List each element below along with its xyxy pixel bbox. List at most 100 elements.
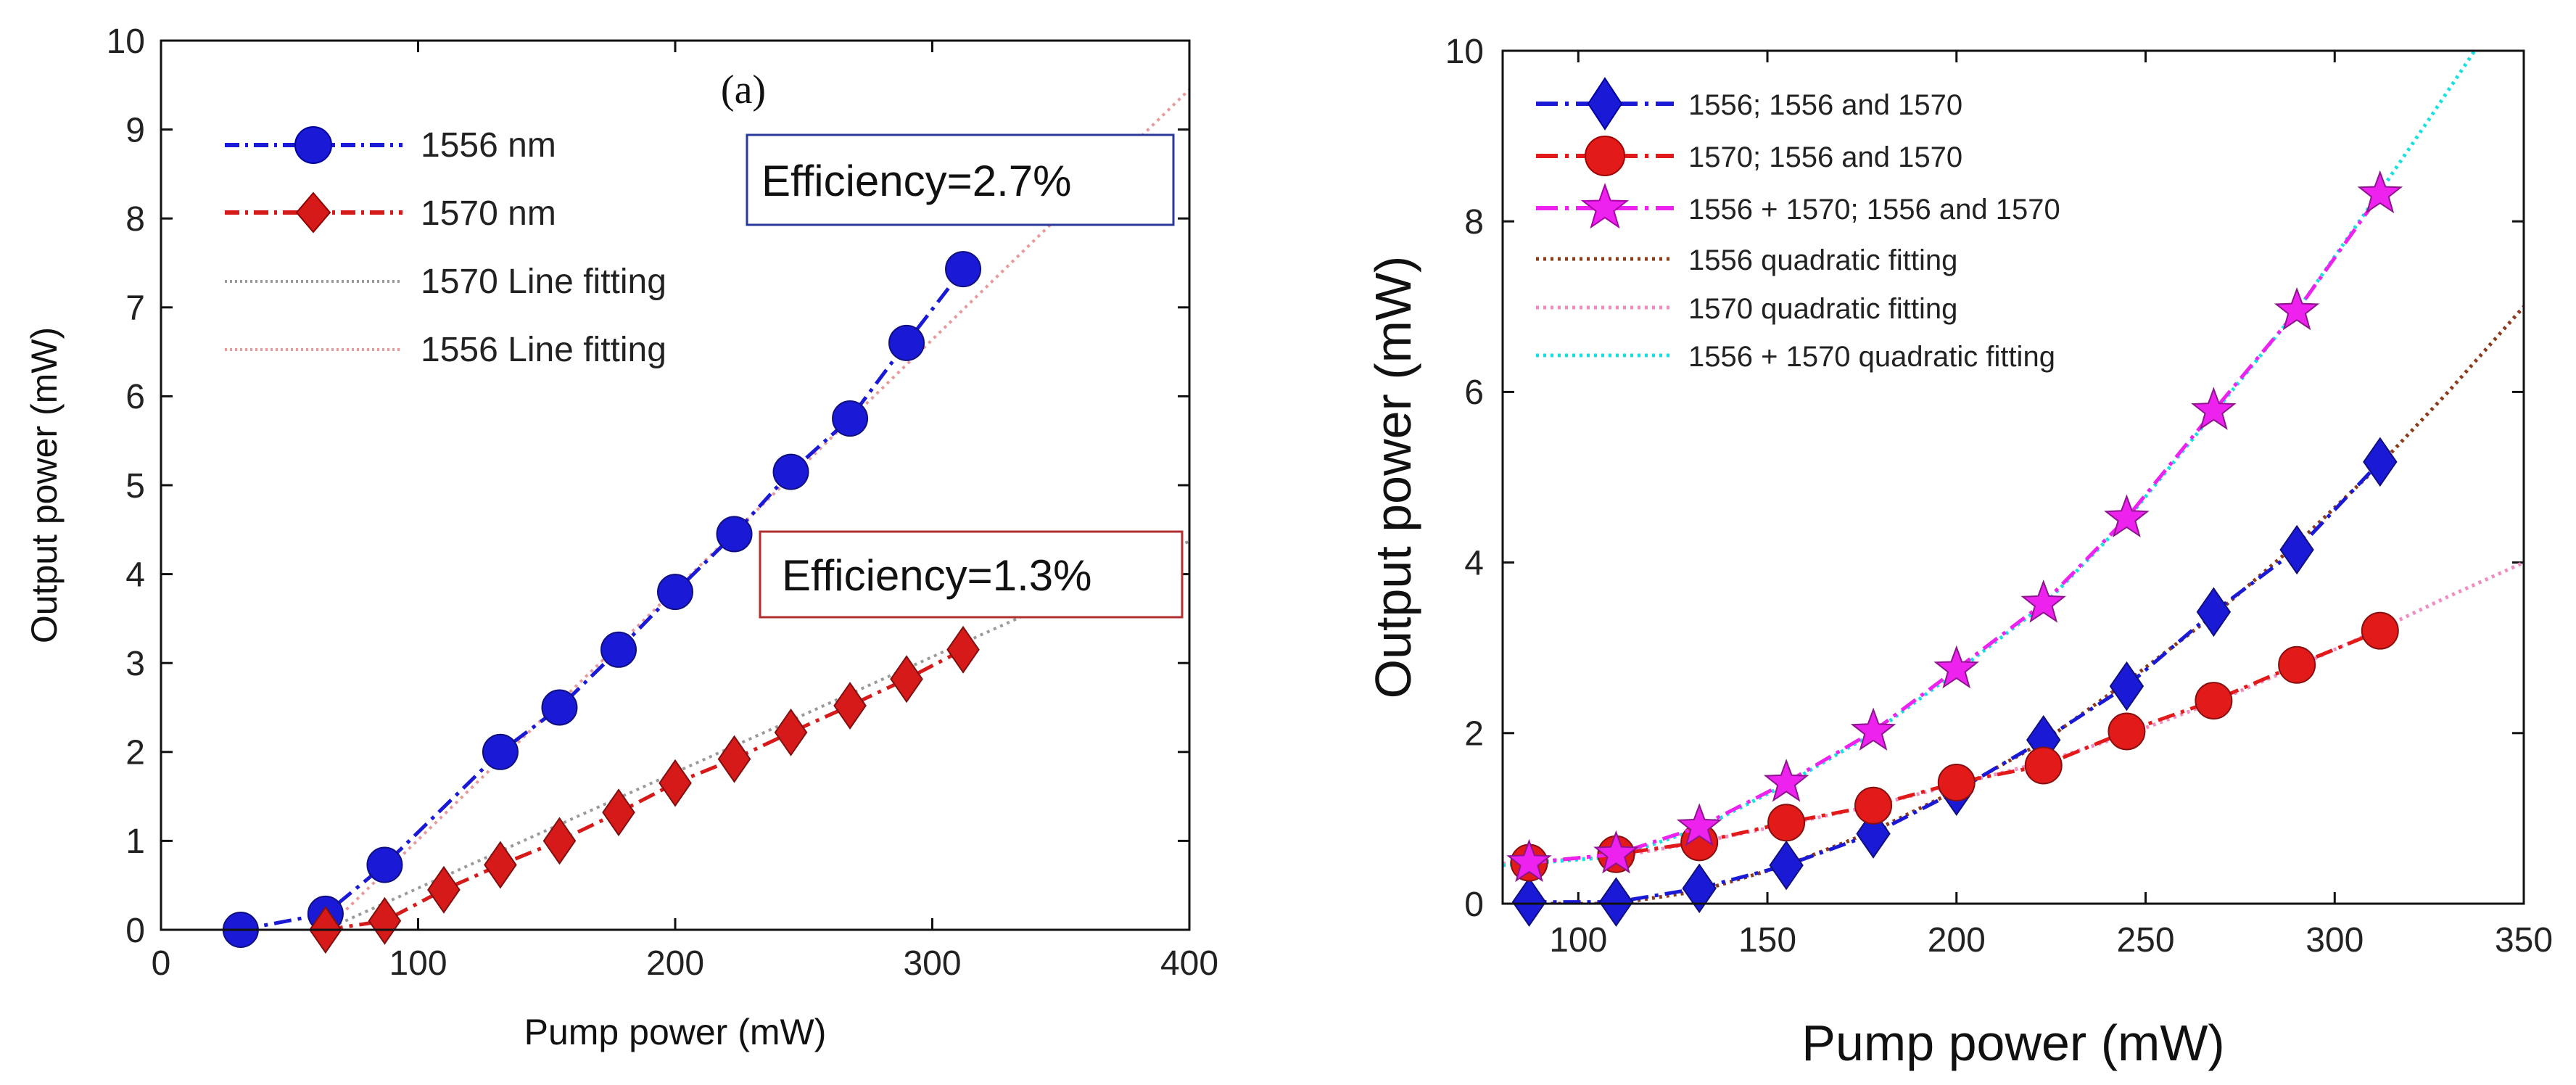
right-chart: 100 150 200 250 300 350 0 2 4 6 8 10 1556; 1556 and… [1365, 33, 2553, 1071]
data-point-1570-nm [946, 625, 980, 674]
legend-diamond-marker [1587, 77, 1623, 131]
left-plot-frame [160, 39, 1191, 931]
x-tick-label: 200 [646, 944, 704, 983]
data-point-1556-nm [482, 733, 519, 770]
right-series-layer [1503, 51, 2524, 927]
data-point-1556-1570-1556-and-1570 [2020, 579, 2067, 623]
y-tick-label: 7 [125, 289, 145, 328]
right-legend-entry-sum: 1556 + 1570; 1556 and 1570 [1536, 182, 2060, 229]
right-x-axis-label: Pump power (mW) [1801, 1015, 2224, 1071]
x-tick-label: 250 [2116, 921, 2174, 960]
data-point-1570-1556-and-1570 [2108, 712, 2146, 751]
right-plot-frame [1501, 49, 2525, 905]
x-tick-label: 400 [1160, 944, 1218, 983]
data-point-1556-1556-and-1570 [2363, 437, 2398, 487]
y-tick-label: 5 [125, 467, 145, 506]
left-legend-entry-1556-fit: 1556 Line fitting [225, 331, 666, 369]
data-point-1556-1570-1556-and-1570 [2274, 286, 2320, 331]
data-point-1556-1570-1556-and-1570 [1850, 707, 1896, 751]
y-tick-label: 4 [1464, 544, 1484, 582]
efficiency-box-1556 [746, 133, 1175, 226]
right-y-axis-label: Output power (mW) [1365, 256, 1421, 699]
efficiency-box-1570 [759, 530, 1184, 619]
right-legend-label-1556: 1556; 1556 and 1570 [1688, 89, 1962, 121]
y-tick-label: 0 [1464, 886, 1484, 924]
y-tick-label: 6 [1464, 374, 1484, 412]
x-tick-label: 200 [1928, 921, 1986, 960]
data-point-1570-1556-and-1570 [1937, 764, 1976, 802]
efficiency-annotation-1570: Efficiency=1.3% [759, 530, 1184, 619]
x-tick-label: 350 [2495, 921, 2553, 960]
data-point-1556-nm [716, 516, 753, 553]
y-tick-label: 3 [125, 645, 145, 683]
data-point-1570-nm [368, 896, 402, 945]
data-point-1556-1570-1556-and-1570 [1593, 830, 1639, 874]
data-point-1556-1556-and-1570 [2196, 587, 2232, 638]
data-point-1570-nm [542, 817, 577, 865]
right-legend-label-1570-fit: 1570 quadratic fitting [1688, 293, 1957, 325]
right-legend-entry-sum-fit: 1556 + 1570 quadratic fitting [1536, 341, 2055, 373]
x-tick-label: 150 [1738, 921, 1796, 960]
y-tick-label: 8 [125, 200, 145, 239]
x-tick-label: 0 [152, 944, 171, 983]
left-legend: 1556 nm 1570 nm 1570 Line fitting 1556 L… [225, 126, 666, 369]
x-tick-label: 300 [2305, 921, 2364, 960]
right-legend: 1556; 1556 and 1570 1570; 1556 and 1570 … [1536, 77, 2060, 373]
y-tick-label: 0 [125, 912, 145, 950]
data-point-1556-nm [945, 251, 982, 288]
left-legend-label-1556-fit: 1556 Line fitting [421, 331, 666, 369]
data-point-1556-1556-and-1570 [1598, 877, 1634, 927]
left-legend-entry-1570-fit: 1570 Line fitting [225, 263, 666, 301]
data-point-1556-1570-1556-and-1570 [1676, 803, 1722, 846]
y-tick-label: 8 [1464, 203, 1484, 242]
legend-diamond-marker [295, 191, 331, 234]
data-point-1556-1570-1556-and-1570 [2104, 494, 2150, 538]
legend-circle-marker [1585, 136, 1625, 176]
right-legend-label-1570: 1570; 1556 and 1570 [1688, 141, 1962, 173]
x-tick-label: 300 [903, 944, 961, 983]
data-point-1570-nm [427, 865, 461, 914]
data-point-1556-nm [657, 574, 693, 611]
y-tick-label: 10 [107, 22, 145, 61]
data-point-1556-1570-1556-and-1570 [1933, 645, 1980, 689]
data-point-1570-nm [833, 682, 867, 730]
data-point-1570-nm [774, 708, 808, 756]
data-point-1556-1570-1556-and-1570 [2357, 170, 2403, 214]
data-point-1570-1556-and-1570 [2361, 611, 2399, 650]
data-point-1556-1570-1556-and-1570 [2191, 387, 2237, 430]
data-point-1570-1556-and-1570 [2195, 682, 2233, 720]
data-point-1570-1556-and-1570 [2024, 746, 2063, 785]
y-tick-label: 1 [125, 822, 145, 861]
left-panel-label: (a) [721, 67, 766, 112]
right-legend-entry-1570-fit: 1570 quadratic fitting [1536, 293, 1957, 325]
data-point-1556-nm [888, 324, 925, 361]
left-series-layer [222, 88, 1189, 954]
right-plot-area [1503, 51, 2524, 904]
left-legend-label-1570: 1570 nm [421, 194, 556, 233]
data-point-1570-nm [484, 841, 517, 889]
left-legend-label-1570-fit: 1570 Line fitting [421, 263, 666, 301]
left-legend-entry-1556: 1556 nm [225, 126, 556, 165]
right-ticks: 100 150 200 250 300 350 0 2 4 6 8 10 [1445, 33, 2553, 960]
efficiency-annotation-1556: Efficiency=2.7% [746, 133, 1175, 226]
left-legend-label-1556: 1556 nm [421, 126, 556, 165]
left-y-axis-label: Output power (mW) [24, 327, 65, 643]
data-point-1570-nm [890, 655, 923, 704]
data-point-1556-1556-and-1570 [2279, 524, 2314, 575]
data-point-1556-1556-and-1570 [1682, 863, 1717, 914]
data-point-1556-1556-and-1570 [2109, 661, 2144, 711]
efficiency-text-1556: Efficiency=2.7% [761, 157, 1071, 205]
series-line-1570-line-fitting [325, 540, 1189, 930]
right-legend-label-sum-fit: 1556 + 1570 quadratic fitting [1688, 341, 2055, 373]
data-point-1556-nm [541, 689, 578, 726]
data-point-1570-1556-and-1570 [1767, 804, 1806, 842]
data-point-1570-nm [717, 735, 751, 783]
right-legend-entry-1556: 1556; 1556 and 1570 [1536, 77, 1962, 131]
efficiency-text-1570: Efficiency=1.3% [782, 551, 1091, 600]
right-legend-entry-1556-fit: 1556 quadratic fitting [1536, 244, 1957, 276]
data-point-1570-1556-and-1570 [2278, 645, 2316, 684]
data-point-1570-nm [602, 788, 635, 837]
data-point-1556-1556-and-1570 [1769, 840, 1804, 891]
data-point-1570-1556-and-1570 [1854, 786, 1893, 825]
